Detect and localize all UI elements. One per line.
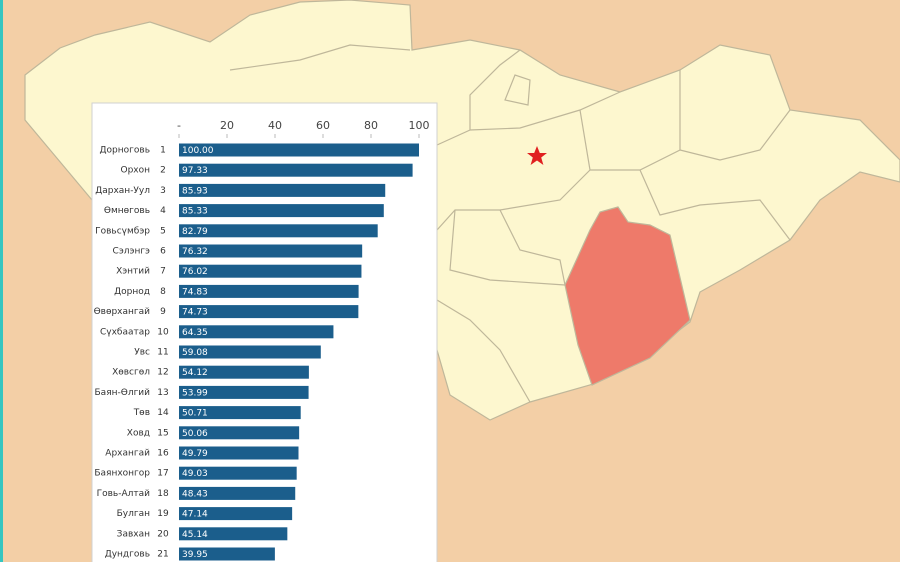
bar: [179, 325, 334, 339]
region-borders: [229, 44, 791, 403]
rank-label: 8: [160, 287, 166, 297]
x-tick-label: 20: [220, 119, 234, 132]
category-label: Увс: [134, 348, 150, 358]
rank-label: 9: [160, 307, 166, 317]
category-label: Хэнтий: [116, 267, 150, 277]
value-label: 76.32: [182, 247, 208, 257]
bar: [179, 183, 386, 197]
value-label: 85.33: [182, 207, 208, 217]
bar: [179, 143, 419, 157]
bar: [179, 507, 293, 521]
category-label: Сэлэнгэ: [113, 247, 151, 257]
value-label: 50.06: [182, 429, 208, 439]
rank-label: 3: [160, 186, 166, 196]
value-label: 53.99: [182, 388, 208, 398]
rank-label: 6: [160, 247, 166, 257]
value-label: 82.79: [182, 227, 208, 237]
rank-label: 7: [160, 267, 166, 277]
category-label: Хөвсгөл: [112, 368, 150, 378]
category-label: Ховд: [127, 428, 150, 438]
category-label: Архангай: [105, 449, 150, 459]
rank-label: 10: [157, 327, 169, 337]
value-label: 48.43: [182, 489, 208, 499]
bar: [179, 446, 299, 460]
highlighted-region: [564, 206, 691, 386]
x-tick-label: -: [177, 119, 181, 132]
bar: [179, 426, 300, 440]
bar: [179, 163, 413, 177]
value-label: 49.79: [182, 449, 208, 459]
capital-star: [527, 146, 547, 165]
rank-label: 2: [160, 166, 166, 176]
category-label: Говь-Алтай: [97, 489, 151, 499]
bar: [179, 486, 296, 500]
rank-label: 14: [157, 408, 169, 418]
x-tick-label: 60: [316, 119, 330, 132]
bar: [179, 264, 362, 278]
category-label: Орхон: [120, 166, 150, 176]
edge-strip: [0, 0, 3, 562]
bar: [179, 204, 384, 218]
rank-label: 21: [157, 550, 168, 560]
rank-label: 16: [157, 449, 169, 459]
bar: [179, 365, 309, 379]
bar: [179, 305, 359, 319]
category-label: Төв: [133, 408, 150, 418]
value-label: 64.35: [182, 328, 208, 338]
rank-label: 5: [160, 226, 166, 236]
category-label: Баян-Өлгий: [95, 388, 151, 398]
category-label: Завхан: [117, 529, 150, 539]
value-label: 74.73: [182, 308, 208, 318]
bar: [179, 527, 288, 541]
rank-label: 13: [157, 388, 168, 398]
bar: [179, 345, 321, 359]
rank-label: 4: [160, 206, 166, 216]
chart: - 20 40 60 80 100 Дорноговь 1 100.00 Орхон 2 97.33 Д…: [94, 119, 430, 561]
category-label: Дорнод: [114, 287, 150, 297]
category-label: Дорноговь: [100, 146, 150, 156]
value-label: 49.03: [182, 469, 208, 479]
category-label: Баянхонгор: [94, 469, 150, 479]
rank-label: 17: [157, 469, 168, 479]
rank-label: 11: [157, 348, 168, 358]
bar: [179, 244, 363, 258]
value-label: 100.00: [182, 146, 214, 156]
bar: [179, 406, 301, 420]
value-label: 45.14: [182, 530, 208, 540]
value-label: 47.14: [182, 510, 208, 520]
bar: [179, 385, 309, 399]
x-tick-label: 80: [364, 119, 378, 132]
bar: [179, 284, 359, 298]
category-label: Сүхбаатар: [100, 327, 150, 337]
value-label: 85.93: [182, 186, 208, 196]
category-label: Дархан-Уул: [95, 186, 150, 196]
category-label: Дундговь: [105, 550, 150, 560]
value-label: 74.83: [182, 287, 208, 297]
region-orkhon: [504, 74, 531, 106]
rank-label: 18: [157, 489, 169, 499]
x-tick-label: 40: [268, 119, 282, 132]
rank-label: 12: [157, 368, 168, 378]
value-label: 97.33: [182, 166, 208, 176]
value-label: 39.95: [182, 550, 208, 560]
rank-label: 15: [157, 428, 168, 438]
category-label: Булган: [117, 509, 150, 519]
bar: [179, 224, 378, 238]
rank-label: 19: [157, 509, 169, 519]
x-tick-label: 100: [409, 119, 430, 132]
rank-label: 20: [157, 529, 169, 539]
bar: [179, 466, 297, 480]
category-label: Өвөрхангай: [94, 307, 151, 317]
rank-label: 1: [160, 146, 166, 156]
value-label: 59.08: [182, 348, 208, 358]
value-label: 50.71: [182, 409, 208, 419]
bar: [179, 547, 275, 561]
value-label: 54.12: [182, 368, 208, 378]
category-label: Өмнөговь: [104, 206, 150, 216]
category-label: Говьсүмбэр: [95, 226, 150, 236]
value-label: 76.02: [182, 267, 208, 277]
